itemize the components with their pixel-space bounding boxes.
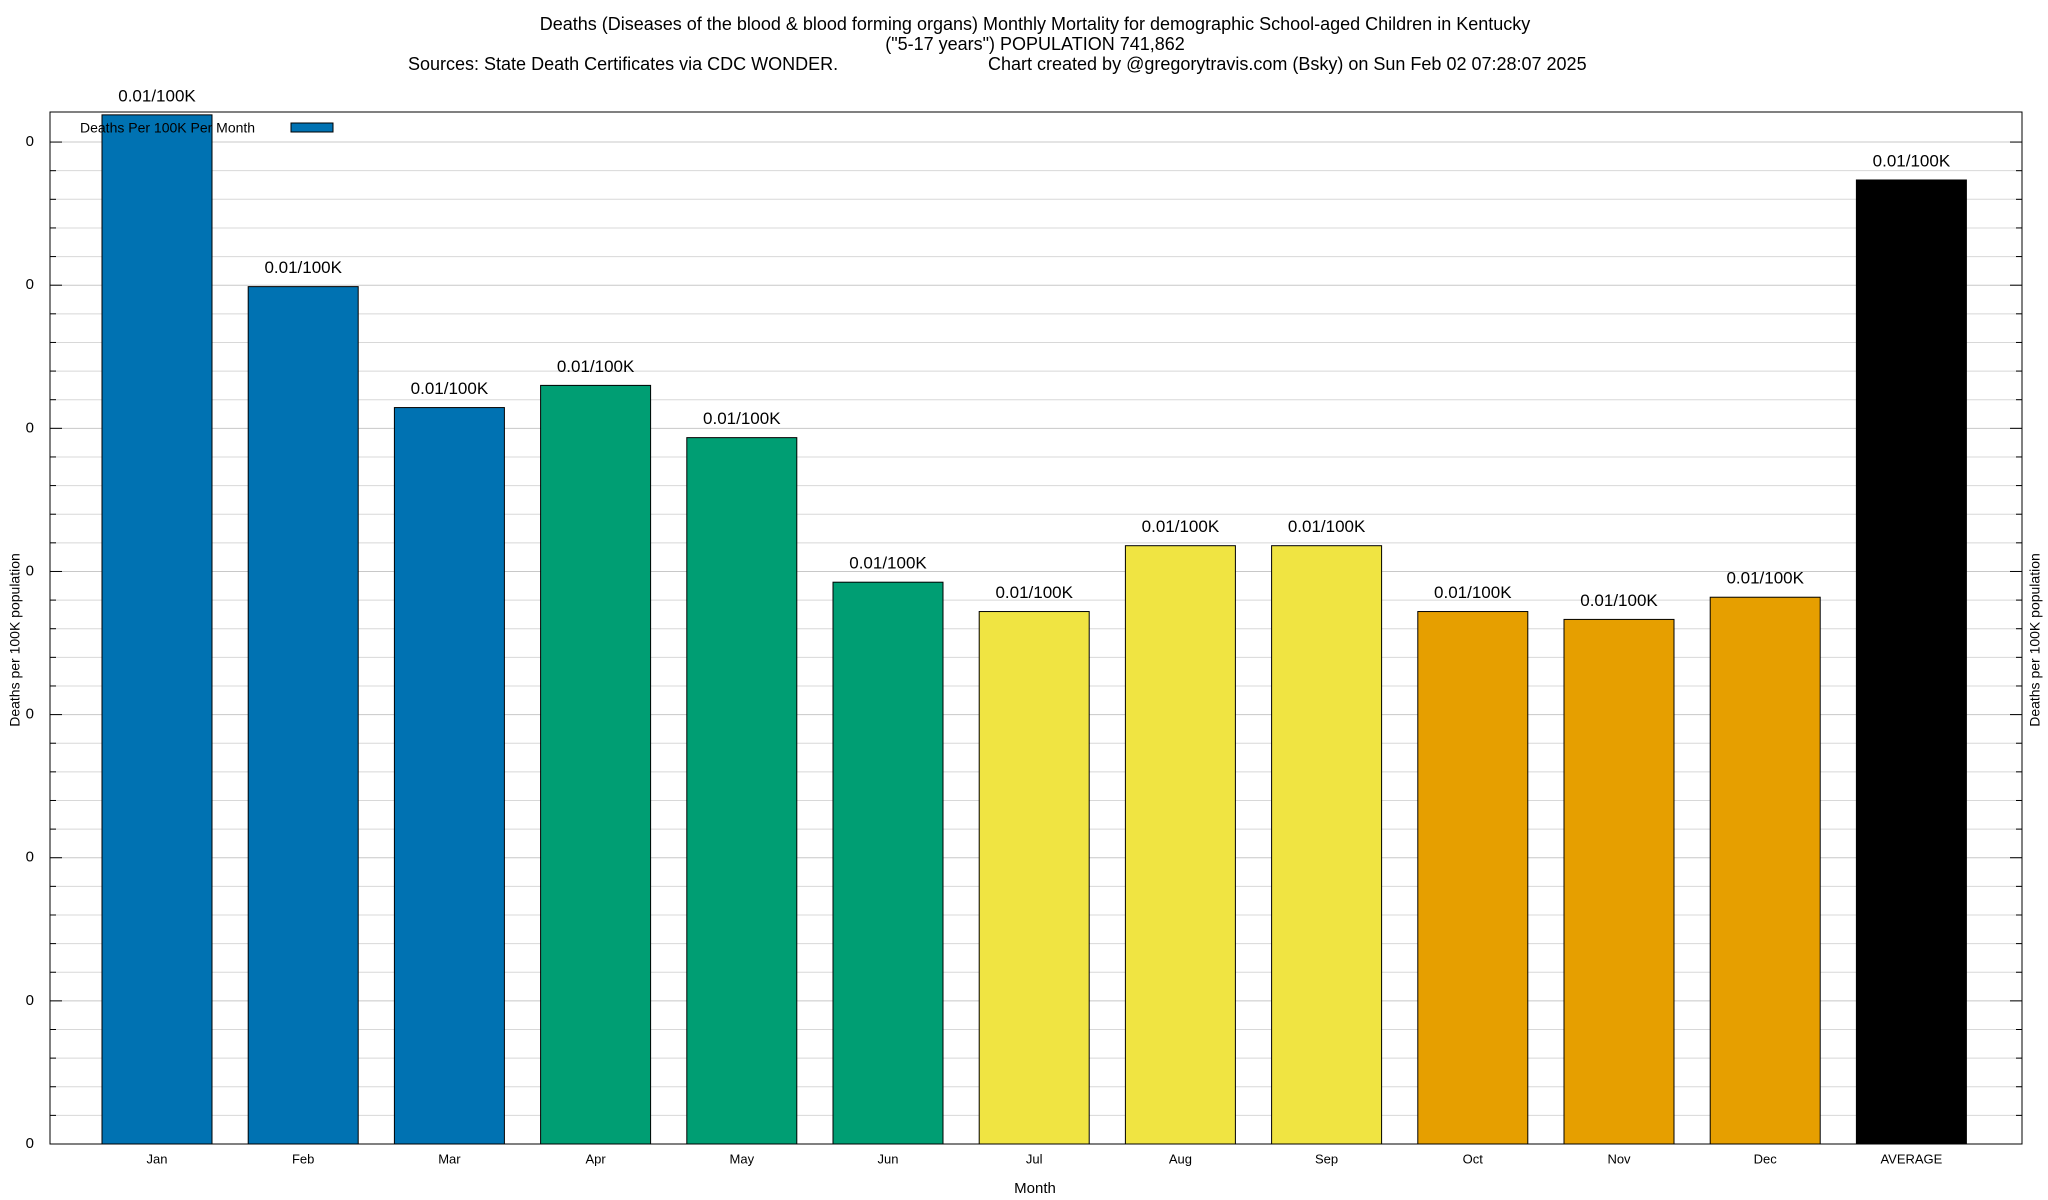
x-tick-label: Sep bbox=[1315, 1151, 1338, 1166]
bar bbox=[1855, 179, 1967, 1145]
value-label: 0.01/100K bbox=[264, 258, 342, 277]
value-label: 0.01/100K bbox=[1873, 151, 1951, 170]
sources: Sources: State Death Certificates via CD… bbox=[408, 54, 838, 74]
value-label: 0.01/100K bbox=[1142, 517, 1220, 536]
chart-subtitle: ("5-17 years") POPULATION 741,862 bbox=[885, 34, 1185, 54]
legend-swatch bbox=[290, 122, 334, 133]
value-label: 0.01/100K bbox=[1726, 569, 1804, 588]
legend-label: Deaths Per 100K Per Month bbox=[80, 120, 255, 136]
bar bbox=[978, 611, 1090, 1145]
bar bbox=[1124, 545, 1236, 1145]
chart-title: Deaths (Diseases of the blood & blood fo… bbox=[540, 14, 1531, 34]
bar bbox=[247, 286, 359, 1145]
value-label: 0.01/100K bbox=[411, 379, 489, 398]
value-label: 0.01/100K bbox=[557, 357, 635, 376]
y-tick-label: 0 bbox=[26, 992, 34, 1009]
value-label: 0.01/100K bbox=[118, 86, 196, 105]
bar bbox=[1709, 596, 1821, 1145]
x-tick-label: Jul bbox=[1026, 1151, 1043, 1166]
x-tick-label: May bbox=[730, 1151, 755, 1166]
plot-frame bbox=[49, 111, 2023, 1145]
bar bbox=[101, 114, 213, 1145]
x-tick-label: Dec bbox=[1754, 1151, 1778, 1166]
y-tick-label: 0 bbox=[26, 276, 34, 293]
y-tick-label: 0 bbox=[26, 419, 34, 436]
value-label: 0.01/100K bbox=[1580, 591, 1658, 610]
bar bbox=[393, 407, 505, 1145]
y-tick-label: 0 bbox=[26, 133, 34, 150]
x-tick-label: Apr bbox=[585, 1151, 606, 1166]
bar bbox=[1271, 545, 1383, 1145]
credit: Chart created by @gregorytravis.com (Bsk… bbox=[988, 54, 1587, 74]
y-tick-label: 0 bbox=[26, 1135, 34, 1152]
bar bbox=[832, 581, 944, 1145]
x-tick-label: Mar bbox=[438, 1151, 461, 1166]
x-tick-label: Aug bbox=[1169, 1151, 1192, 1166]
value-label: 0.01/100K bbox=[1288, 517, 1366, 536]
y-axis-label: Deaths per 100K population bbox=[7, 553, 23, 727]
bar bbox=[540, 384, 652, 1145]
value-label: 0.01/100K bbox=[703, 409, 781, 428]
x-tick-label: Oct bbox=[1463, 1151, 1484, 1166]
value-label: 0.01/100K bbox=[849, 554, 927, 573]
x-tick-label: Jan bbox=[147, 1151, 168, 1166]
x-tick-label: Nov bbox=[1607, 1151, 1631, 1166]
value-label: 0.01/100K bbox=[1434, 583, 1512, 602]
bar bbox=[686, 437, 798, 1145]
value-label: 0.01/100K bbox=[995, 583, 1073, 602]
y-tick-label: 0 bbox=[26, 706, 34, 723]
y-tick-label: 0 bbox=[26, 562, 34, 579]
x-axis-label: Month bbox=[1014, 1180, 1056, 1197]
x-tick-label: AVERAGE bbox=[1880, 1151, 1942, 1166]
y-tick-label: 0 bbox=[26, 849, 34, 866]
x-tick-label: Feb bbox=[292, 1151, 314, 1166]
y2-axis-label: Deaths per 100K population bbox=[2027, 553, 2043, 727]
bar bbox=[1417, 611, 1529, 1145]
bar bbox=[1563, 618, 1675, 1145]
x-tick-label: Jun bbox=[878, 1151, 899, 1166]
